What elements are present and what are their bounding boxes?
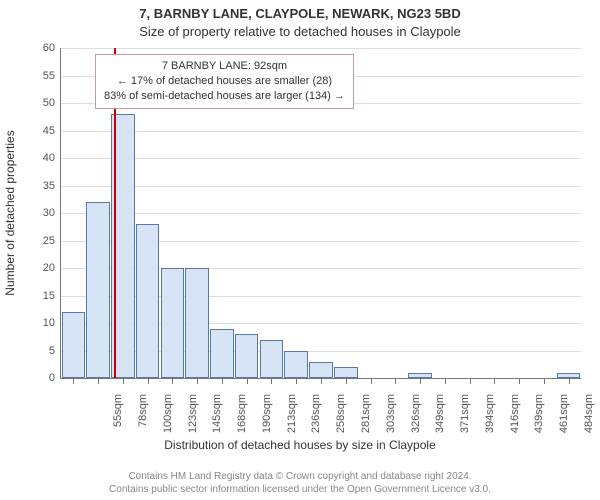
x-tick-label: 461sqm xyxy=(558,394,570,444)
chart-subtitle: Size of property relative to detached ho… xyxy=(0,24,600,39)
x-tick xyxy=(73,379,74,384)
footer-attribution: Contains HM Land Registry data © Crown c… xyxy=(0,470,600,496)
x-tick-label: 123sqm xyxy=(187,394,199,444)
annotation-line-3: 83% of semi-detached houses are larger (… xyxy=(104,89,345,104)
histogram-bar xyxy=(185,268,209,378)
gridline xyxy=(61,158,581,159)
histogram-bar xyxy=(334,367,358,378)
histogram-bar xyxy=(62,312,86,378)
histogram-bar xyxy=(284,351,308,379)
footer-line-2: Contains public sector information licen… xyxy=(0,483,600,496)
y-tick-label: 60 xyxy=(15,42,55,54)
x-tick-label: 416sqm xyxy=(509,394,521,444)
x-tick xyxy=(569,379,570,384)
x-tick xyxy=(271,379,272,384)
y-tick-label: 25 xyxy=(15,235,55,247)
y-tick-label: 20 xyxy=(15,262,55,274)
x-tick xyxy=(296,379,297,384)
x-tick-label: 213sqm xyxy=(286,394,298,444)
x-tick xyxy=(494,379,495,384)
x-tick xyxy=(197,379,198,384)
x-tick xyxy=(395,379,396,384)
histogram-bar xyxy=(235,334,259,378)
histogram-bar xyxy=(260,340,284,379)
x-tick-label: 394sqm xyxy=(484,394,496,444)
x-tick-label: 484sqm xyxy=(583,394,595,444)
x-tick xyxy=(172,379,173,384)
footer-line-1: Contains HM Land Registry data © Crown c… xyxy=(0,470,600,483)
x-tick-label: 190sqm xyxy=(261,394,273,444)
x-tick-label: 236sqm xyxy=(310,394,322,444)
annotation-line-1: 7 BARNBY LANE: 92sqm xyxy=(104,59,345,74)
gridline xyxy=(61,48,581,49)
x-tick-label: 371sqm xyxy=(459,394,471,444)
histogram-bar xyxy=(408,373,432,379)
x-tick-label: 303sqm xyxy=(385,394,397,444)
y-tick-label: 45 xyxy=(15,125,55,137)
x-tick xyxy=(420,379,421,384)
x-tick-label: 55sqm xyxy=(112,394,124,444)
y-tick-label: 5 xyxy=(15,345,55,357)
x-axis-label: Distribution of detached houses by size … xyxy=(0,438,600,452)
histogram-bar xyxy=(161,268,185,378)
x-tick xyxy=(148,379,149,384)
x-tick-label: 100sqm xyxy=(162,394,174,444)
gridline xyxy=(61,186,581,187)
x-tick-label: 78sqm xyxy=(137,394,149,444)
x-tick xyxy=(445,379,446,384)
x-tick xyxy=(519,379,520,384)
y-tick-label: 50 xyxy=(15,97,55,109)
x-tick xyxy=(544,379,545,384)
gridline xyxy=(61,213,581,214)
histogram-bar xyxy=(86,202,110,378)
histogram-bar xyxy=(136,224,160,378)
x-tick xyxy=(346,379,347,384)
x-tick-label: 168sqm xyxy=(236,394,248,444)
x-tick xyxy=(123,379,124,384)
y-tick-label: 55 xyxy=(15,70,55,82)
x-tick-label: 281sqm xyxy=(360,394,372,444)
x-tick-label: 439sqm xyxy=(533,394,545,444)
x-tick-label: 349sqm xyxy=(434,394,446,444)
x-tick-label: 326sqm xyxy=(410,394,422,444)
histogram-bar xyxy=(210,329,234,379)
x-tick xyxy=(222,379,223,384)
annotation-box: 7 BARNBY LANE: 92sqm← 17% of detached ho… xyxy=(95,54,354,109)
y-tick-label: 0 xyxy=(15,372,55,384)
gridline xyxy=(61,131,581,132)
x-tick xyxy=(98,379,99,384)
x-tick xyxy=(371,379,372,384)
chart-title-address: 7, BARNBY LANE, CLAYPOLE, NEWARK, NG23 5… xyxy=(0,6,600,21)
y-tick-label: 35 xyxy=(15,180,55,192)
x-tick-label: 258sqm xyxy=(335,394,347,444)
histogram-bar xyxy=(557,373,581,379)
x-tick-label: 145sqm xyxy=(211,394,223,444)
x-tick xyxy=(470,379,471,384)
chart-container: 7, BARNBY LANE, CLAYPOLE, NEWARK, NG23 5… xyxy=(0,0,600,500)
y-tick-label: 15 xyxy=(15,290,55,302)
x-tick xyxy=(321,379,322,384)
x-tick xyxy=(247,379,248,384)
histogram-bar xyxy=(309,362,333,379)
y-tick-label: 30 xyxy=(15,207,55,219)
annotation-line-2: ← 17% of detached houses are smaller (28… xyxy=(104,74,345,89)
y-tick-label: 10 xyxy=(15,317,55,329)
y-tick-label: 40 xyxy=(15,152,55,164)
